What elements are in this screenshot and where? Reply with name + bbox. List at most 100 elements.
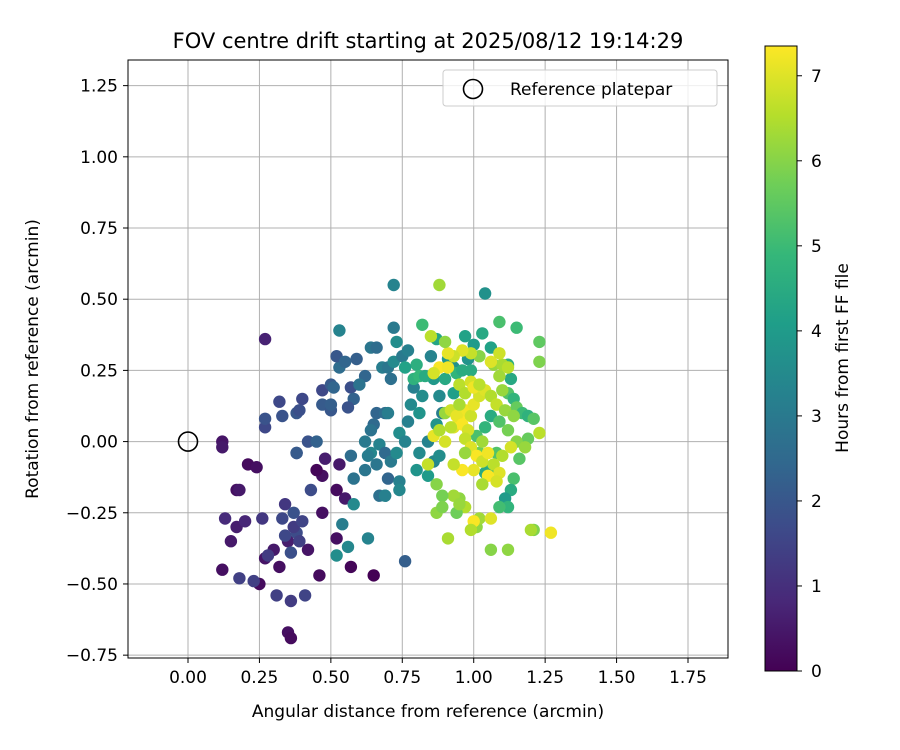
colorbar-tick-label: 2 bbox=[811, 492, 822, 512]
colorbar-tick-label: 1 bbox=[811, 577, 822, 597]
scatter-point bbox=[330, 532, 343, 545]
scatter-point bbox=[216, 441, 229, 454]
colorbar-gradient bbox=[764, 45, 798, 672]
scatter-point bbox=[358, 463, 372, 477]
scatter-point bbox=[338, 355, 352, 368]
scatter-point bbox=[501, 424, 515, 437]
scatter-point bbox=[416, 389, 429, 403]
scatter-point bbox=[533, 335, 546, 349]
scatter-point bbox=[350, 352, 363, 366]
scatter-point bbox=[258, 421, 272, 434]
scatter-point bbox=[430, 478, 443, 491]
y-tick-label: 0.50 bbox=[80, 290, 118, 310]
scatter-point bbox=[410, 358, 423, 371]
scatter-point bbox=[464, 523, 478, 537]
scatter-point bbox=[464, 364, 478, 377]
x-tick-label: 0.50 bbox=[312, 668, 350, 688]
scatter-point bbox=[390, 446, 403, 460]
scatter-point bbox=[276, 512, 289, 525]
scatter-point bbox=[424, 350, 438, 363]
scatter-point bbox=[256, 512, 269, 525]
scatter-point bbox=[410, 463, 423, 477]
scatter-point bbox=[336, 518, 349, 531]
scatter-point bbox=[233, 572, 246, 585]
x-axis-label: Angular distance from reference (arcmin) bbox=[252, 702, 604, 722]
scatter-point bbox=[467, 463, 480, 477]
scatter-point bbox=[490, 475, 503, 488]
colorbar-label: Hours from first FF file bbox=[833, 263, 853, 453]
scatter-point bbox=[544, 526, 558, 539]
scatter-point bbox=[344, 560, 358, 574]
scatter-point bbox=[364, 424, 378, 437]
y-axis-ticks: −0.75 −0.50 −0.25 0.00 0.25 0.50 0.75 1.00 1.25 bbox=[66, 77, 128, 666]
scatter-point bbox=[453, 498, 466, 511]
scatter-point bbox=[378, 489, 392, 502]
scatter-point bbox=[304, 483, 318, 497]
scatter-point bbox=[413, 406, 426, 420]
scatter-point bbox=[413, 446, 426, 460]
scatter-point bbox=[484, 543, 498, 556]
grid bbox=[128, 60, 728, 658]
scatter-point bbox=[330, 549, 343, 562]
scatter-point bbox=[510, 321, 523, 334]
scatter-point bbox=[293, 535, 306, 548]
scatter-point bbox=[353, 378, 366, 391]
scatter-point bbox=[533, 426, 546, 440]
scatter-point bbox=[278, 529, 292, 542]
scatter-point bbox=[527, 412, 540, 425]
x-tick-label: 0.75 bbox=[383, 668, 421, 688]
scatter-point bbox=[384, 372, 398, 386]
scatter-point bbox=[261, 549, 275, 562]
scatter-point bbox=[493, 369, 506, 383]
scatter-point bbox=[456, 364, 469, 377]
scatter-point bbox=[476, 327, 489, 340]
scatter-point bbox=[416, 318, 429, 331]
scatter-point bbox=[284, 631, 298, 645]
scatter-point bbox=[344, 449, 358, 462]
colorbar-tick-label: 5 bbox=[811, 237, 822, 257]
scatter-point bbox=[216, 563, 229, 576]
scatter-point bbox=[318, 452, 332, 465]
scatter-point bbox=[358, 435, 372, 448]
scatter-point bbox=[478, 287, 492, 300]
scatter-point bbox=[421, 458, 435, 471]
scatter-point bbox=[493, 415, 506, 428]
x-tick-label: 1.75 bbox=[669, 668, 707, 688]
scatter-point bbox=[224, 535, 238, 548]
colorbar-tick-label: 0 bbox=[811, 662, 822, 682]
scatter-point bbox=[390, 335, 403, 349]
scatter-point bbox=[421, 469, 435, 482]
scatter-point bbox=[493, 347, 506, 360]
y-tick-label: 1.25 bbox=[80, 77, 118, 97]
scatter-point bbox=[507, 409, 520, 423]
y-tick-label: −0.75 bbox=[66, 646, 118, 666]
legend-frame bbox=[442, 69, 718, 107]
scatter-point bbox=[284, 594, 298, 608]
scatter-points bbox=[216, 278, 558, 645]
scatter-point bbox=[484, 355, 498, 368]
scatter-point bbox=[296, 515, 309, 528]
scatter-point bbox=[424, 330, 438, 343]
plot-area: 0.00 0.25 0.50 0.75 1.00 1.25 1.50 1.75 −0.75−0… bbox=[66, 59, 729, 688]
scatter-point bbox=[370, 458, 383, 471]
scatter-point bbox=[401, 415, 415, 428]
scatter-point bbox=[387, 278, 400, 292]
x-tick-label: 1.00 bbox=[455, 668, 493, 688]
scatter-point bbox=[436, 489, 449, 502]
scatter-point bbox=[473, 378, 486, 391]
scatter-point bbox=[270, 589, 283, 602]
scatter-point bbox=[458, 330, 472, 343]
scatter-point bbox=[481, 446, 495, 460]
scatter-point bbox=[341, 401, 355, 414]
scatter-point bbox=[238, 515, 252, 528]
colorbar-tick-label: 4 bbox=[811, 322, 822, 342]
colorbar-ticks: 0 1 2 3 4 5 6 7 bbox=[797, 67, 822, 682]
scatter-point bbox=[273, 395, 286, 408]
scatter-point bbox=[333, 324, 346, 337]
scatter-point bbox=[370, 406, 383, 420]
colorbar-tick-label: 7 bbox=[811, 67, 822, 87]
scatter-point bbox=[401, 344, 415, 357]
scatter-point bbox=[347, 472, 360, 485]
scatter-point bbox=[393, 475, 406, 488]
